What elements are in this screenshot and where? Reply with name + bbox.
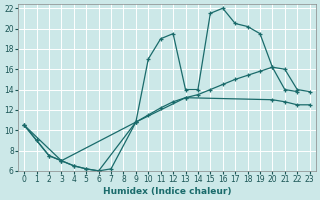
- X-axis label: Humidex (Indice chaleur): Humidex (Indice chaleur): [103, 187, 231, 196]
